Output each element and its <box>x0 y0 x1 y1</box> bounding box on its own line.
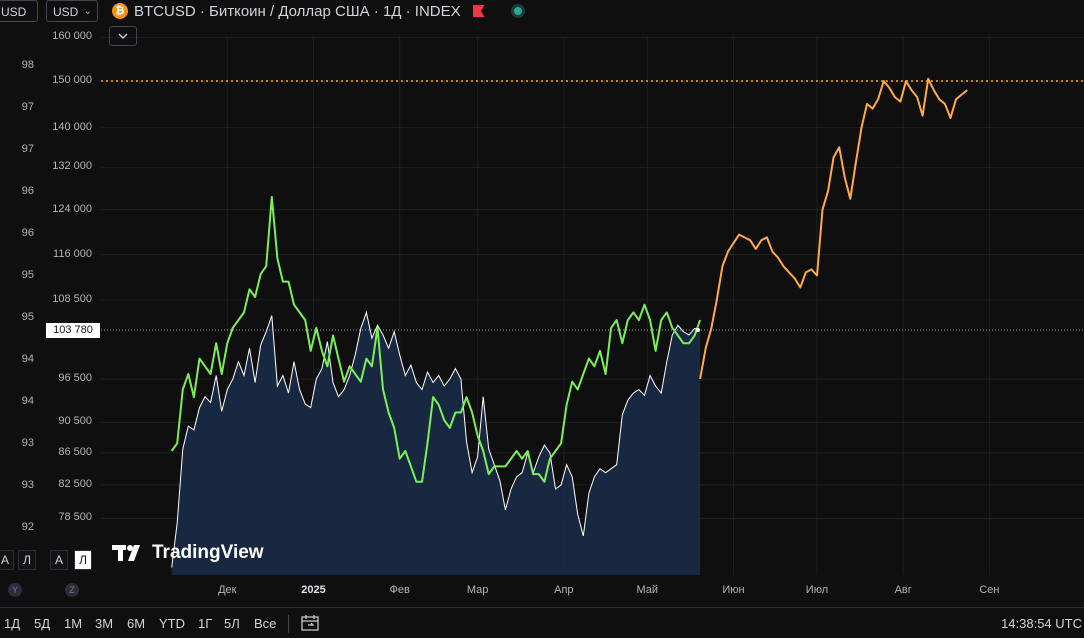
range-1m-button[interactable]: 1М <box>64 616 83 631</box>
time-axis-tick-label: Мар <box>466 584 489 596</box>
log-scale-button-left[interactable]: Л <box>18 550 36 570</box>
axis-y-badge[interactable]: Y <box>8 583 22 597</box>
log-scale-button-right[interactable]: Л <box>74 550 92 570</box>
price-axis-tick-label: 108 500 <box>52 292 92 305</box>
range-all-button[interactable]: Все <box>254 616 277 631</box>
range-5y-button[interactable]: 5Л <box>224 616 240 631</box>
time-axis-tick-label: Сен <box>979 584 1000 596</box>
auto-scale-button-left[interactable]: А <box>0 550 14 570</box>
time-axis-tick-label: Июл <box>805 584 829 596</box>
price-axis-tick-label: 86 500 <box>58 445 92 458</box>
toolbar-divider <box>288 615 289 633</box>
price-axis-tick-label: 150 000 <box>52 74 92 86</box>
tradingview-logo: TradingView <box>112 542 264 564</box>
auto-scale-button-right[interactable]: А <box>50 550 68 570</box>
time-axis-tick-label: Авг <box>894 584 912 596</box>
left-axis-tick-label: 94 <box>21 395 34 407</box>
tradingview-logo-icon <box>112 545 140 561</box>
btc-price-line <box>171 310 701 568</box>
last-price-label: 103 780 <box>46 323 100 338</box>
left-axis-tick-label: 97 <box>21 101 34 113</box>
utc-clock: 14:38:54 UTC <box>1001 616 1082 631</box>
market-open-status-icon <box>510 4 525 18</box>
axis-z-badge[interactable]: Z <box>65 583 79 597</box>
symbol-title[interactable]: ₿ BTCUSD · Биткоин / Доллар США · 1Д · I… <box>112 0 525 22</box>
time-axis-tick-label: 2025 <box>301 584 326 596</box>
price-axis-tick-label: 124 000 <box>52 202 92 215</box>
range-6m-button[interactable]: 6М <box>127 616 146 631</box>
time-axis-tick-label: Апр <box>554 584 574 596</box>
bitcoin-coin-icon: ₿ <box>112 3 128 19</box>
time-axis-tick-label: Май <box>636 584 659 596</box>
left-axis-tick-label: 95 <box>21 269 34 281</box>
compare-green-line <box>170 195 702 483</box>
price-axis-tick-label: 160 000 <box>52 30 92 43</box>
left-axis-tick-label: 92 <box>21 521 34 533</box>
currency-left-label: USD <box>1 5 27 19</box>
range-1d-button[interactable]: 1Д <box>4 616 21 631</box>
price-axis-tick-label: 116 000 <box>53 247 92 260</box>
currency-select[interactable]: USD ⌄ <box>46 0 98 22</box>
forecast-orange-line <box>699 77 968 380</box>
btc-area-fill <box>171 312 701 575</box>
price-axis-tick-label: 132 000 <box>52 160 92 173</box>
time-axis-tick-label: Фев <box>389 584 410 596</box>
flag-icon[interactable] <box>472 5 485 17</box>
left-axis-tick-label: 95 <box>21 311 34 323</box>
last-price-dot <box>696 328 700 332</box>
left-axis-tick-label: 98 <box>21 59 34 71</box>
range-5d-button[interactable]: 5Д <box>34 616 51 631</box>
price-axis-tick-label: 82 500 <box>58 477 92 490</box>
left-axis-tick-label: 97 <box>21 143 34 155</box>
price-axis-tick-label: 96 500 <box>58 372 92 384</box>
chevron-down-icon: ⌄ <box>83 6 92 17</box>
range-ytd-button[interactable]: YTD <box>159 616 185 631</box>
collapse-legend-button[interactable] <box>109 26 137 46</box>
price-axis-tick-label: 78 500 <box>58 511 92 524</box>
left-axis-tick-label: 93 <box>21 437 34 449</box>
currency-left-select[interactable]: USD <box>0 0 38 22</box>
range-1y-button[interactable]: 1Г <box>198 616 213 631</box>
time-axis-tick-label: Июн <box>722 584 745 596</box>
chevron-down-icon <box>118 33 128 39</box>
bottom-toolbar: 1Д 5Д 1М 3М 6М YTD 1Г 5Л Все 14:38:54 UT… <box>0 607 1084 638</box>
range-3m-button[interactable]: 3М <box>95 616 114 631</box>
price-axis-tick-label: 90 500 <box>58 415 92 428</box>
time-axis-tick-label: Дек <box>218 584 237 596</box>
left-axis-tick-label: 94 <box>21 353 34 365</box>
symbol-title-text: BTCUSD · Биткоин / Доллар США · 1Д · IND… <box>134 2 461 20</box>
price-axis-tick-label: 140 000 <box>52 120 92 133</box>
tradingview-logo-text: TradingView <box>152 542 264 563</box>
calendar-goto-date-icon[interactable] <box>301 614 320 631</box>
series-layer <box>170 77 968 575</box>
currency-select-label: USD <box>53 5 79 19</box>
left-axis-tick-label: 93 <box>21 479 34 491</box>
left-axis-tick-label: 96 <box>21 185 34 197</box>
left-axis-tick-label: 96 <box>21 227 34 239</box>
